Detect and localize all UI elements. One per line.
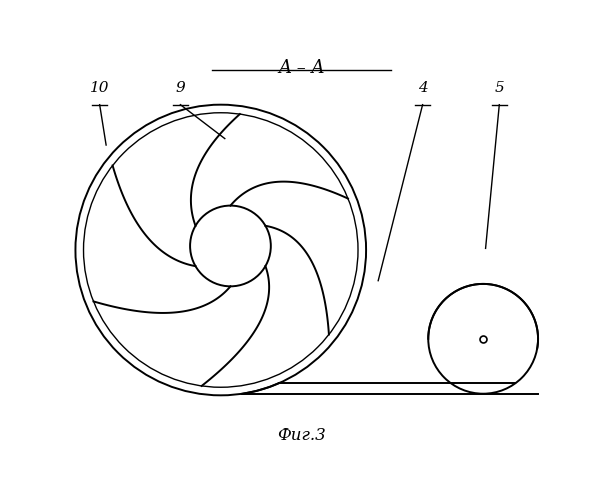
- Text: A – A: A – A: [278, 58, 325, 76]
- Text: 5: 5: [494, 81, 504, 95]
- Text: Фиг.3: Фиг.3: [277, 428, 326, 444]
- Text: 4: 4: [418, 81, 428, 95]
- Text: 10: 10: [90, 81, 109, 95]
- Text: 9: 9: [175, 81, 185, 95]
